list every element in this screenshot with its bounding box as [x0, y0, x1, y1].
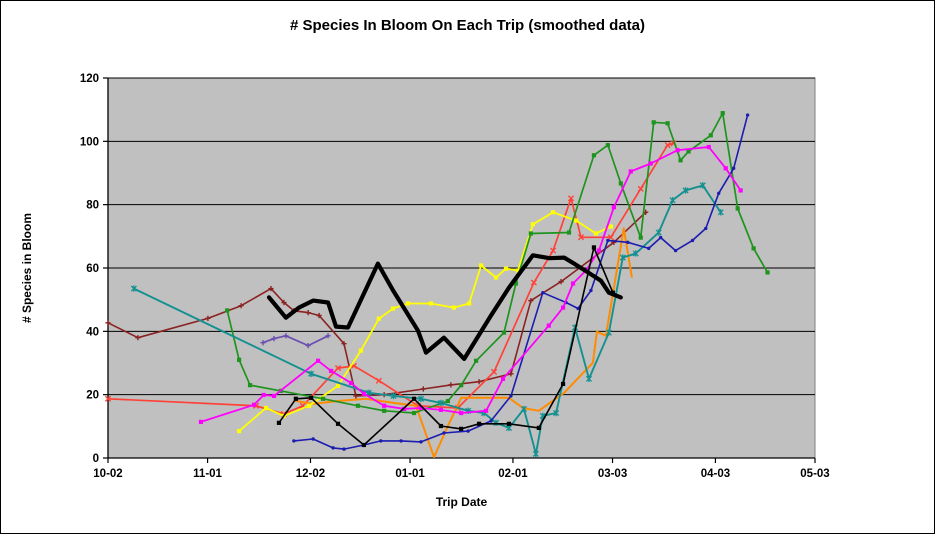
y-tick-label: 0: [93, 453, 99, 465]
x-tick-label: 05-03: [800, 468, 829, 480]
series-yellow: [237, 210, 613, 434]
y-tick-label: 120: [80, 73, 99, 85]
x-tick-label: 01-01: [395, 468, 425, 480]
series-navy: [292, 113, 750, 451]
x-tick-label: 12-02: [296, 468, 325, 480]
x-tick-label: 10-02: [93, 468, 122, 480]
x-tick-label: 02-01: [498, 468, 528, 480]
y-tick-label: 20: [86, 390, 99, 402]
series-purple: [260, 333, 331, 349]
series-orange: [294, 227, 633, 459]
x-tick-label: 03-03: [598, 468, 627, 480]
y-tick-label: 60: [86, 263, 99, 275]
chart-title: # Species In Bloom On Each Trip (smoothe…: [289, 17, 646, 34]
series-black-thick-smoothed: [266, 253, 623, 361]
series-magenta: [198, 144, 743, 424]
y-tick-label: 100: [80, 136, 99, 148]
series-dark-red: [105, 209, 649, 399]
x-tick-label: 11-01: [193, 468, 222, 480]
x-axis-title: Trip Date: [435, 495, 488, 509]
y-tick-label: 80: [86, 200, 99, 212]
series-teal: [130, 182, 724, 458]
series-black-thin: [276, 245, 615, 448]
y-tick-label: 40: [86, 326, 99, 338]
x-tick-label: 04-03: [701, 468, 730, 480]
